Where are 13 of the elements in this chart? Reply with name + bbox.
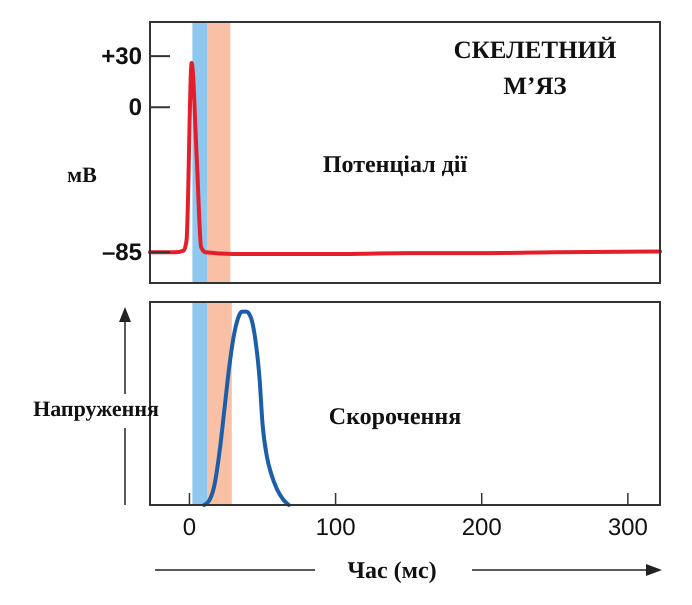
y-tick-label: +30 bbox=[101, 42, 142, 70]
annotation: Скорочення bbox=[328, 404, 462, 430]
x-tick-label: 0 bbox=[182, 514, 196, 541]
x-tick-label: 100 bbox=[316, 514, 356, 541]
text: СКЕЛЕТНИЙ М’ЯЗ bbox=[454, 36, 617, 100]
annotation: Потенціал дії bbox=[322, 152, 468, 178]
y-tick-label: –85 bbox=[102, 238, 142, 266]
x-tick-label: 200 bbox=[462, 514, 502, 541]
y-axis-title: мВ bbox=[67, 162, 98, 187]
y-tick-label: 0 bbox=[128, 94, 142, 121]
x-tick-label: 300 bbox=[608, 514, 648, 541]
x-axis-title: Час (мс) bbox=[347, 558, 437, 584]
line-series bbox=[148, 60, 662, 256]
